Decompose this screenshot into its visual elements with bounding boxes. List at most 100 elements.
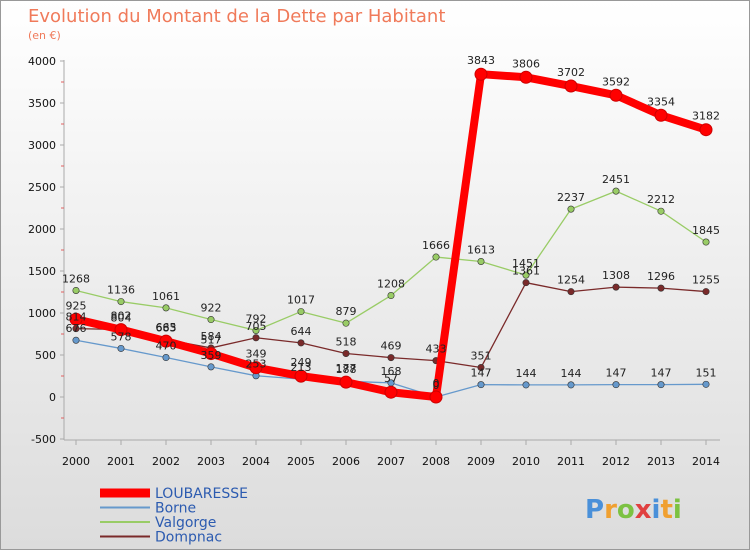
x-tick-label: 2010: [512, 455, 540, 468]
data-point: [564, 79, 578, 93]
data-label: 249: [291, 356, 312, 369]
data-point: [387, 292, 395, 300]
data-point: [252, 334, 260, 342]
legend-label: Valgorge: [155, 515, 216, 531]
data-label: 792: [246, 312, 267, 325]
chart-subtitle: (en €): [28, 29, 61, 42]
data-point: [522, 271, 530, 279]
data-point: [432, 253, 440, 261]
data-label: 1361: [512, 265, 540, 278]
data-point: [204, 347, 218, 361]
data-point: [384, 385, 398, 399]
data-point: [69, 312, 83, 326]
data-point: [162, 304, 170, 312]
data-point: [72, 286, 80, 294]
data-point: [609, 88, 623, 102]
data-label: 578: [111, 330, 132, 343]
data-label: 0: [433, 379, 440, 392]
data-point: [474, 67, 488, 81]
data-point: [657, 381, 665, 389]
data-label: 147: [606, 367, 627, 380]
data-point: [294, 369, 308, 383]
data-label: 2212: [647, 193, 675, 206]
y-tick-label: 3000: [28, 139, 56, 152]
data-point: [297, 339, 305, 347]
data-label: 470: [156, 340, 177, 353]
data-point: [702, 288, 710, 296]
x-tick-label: 2008: [422, 455, 450, 468]
x-tick-label: 2003: [197, 455, 225, 468]
legend-label: Borne: [155, 501, 196, 517]
data-point: [657, 284, 665, 292]
data-label: 1136: [107, 284, 135, 297]
data-point: [249, 361, 263, 375]
x-tick-label: 2000: [62, 455, 90, 468]
data-point: [162, 354, 170, 362]
y-tick-label: 2500: [28, 181, 56, 194]
data-label: 147: [651, 367, 672, 380]
data-label: 1017: [287, 294, 315, 307]
logo: Proxiti: [585, 495, 682, 525]
data-label: 177: [336, 362, 357, 375]
data-label: 359: [201, 349, 222, 362]
data-label: 1296: [647, 270, 675, 283]
data-point: [612, 283, 620, 291]
data-label: 3843: [467, 54, 495, 67]
data-label: 213: [291, 361, 312, 374]
y-tick-label: 500: [35, 349, 56, 362]
data-labels: 814 804 683 584 705 644 518 469 433 351 1361 1254 13…: [62, 54, 720, 392]
x-tick-label: 2002: [152, 455, 180, 468]
data-label: 1308: [602, 269, 630, 282]
x-tick-label: 2009: [467, 455, 495, 468]
data-label: 144: [516, 367, 537, 380]
data-point: [477, 258, 485, 266]
data-label: 1451: [512, 257, 540, 270]
data-point: [567, 381, 575, 389]
data-label: 168: [381, 365, 402, 378]
x-tick-label: 2011: [557, 455, 585, 468]
y-tick-label: 1000: [28, 307, 56, 320]
data-point: [477, 364, 485, 372]
data-label: 922: [201, 302, 222, 315]
data-point: [207, 363, 215, 371]
legend-label: Dompnac: [155, 530, 222, 546]
data-label: 644: [291, 325, 312, 338]
x-tick-label: 2013: [647, 455, 675, 468]
data-point: [342, 349, 350, 357]
data-point: [702, 380, 710, 388]
data-label: 517: [201, 334, 222, 347]
data-point: [702, 238, 710, 246]
data-point: [477, 381, 485, 389]
data-label: 676: [66, 322, 87, 335]
x-tick-label: 2005: [287, 455, 315, 468]
data-label: 1254: [557, 274, 585, 287]
x-tick-label: 2004: [242, 455, 270, 468]
data-label: 3806: [512, 57, 540, 70]
data-point: [252, 326, 260, 334]
data-label: 1613: [467, 244, 495, 257]
chart-title: Evolution du Montant de la Dette par Hab…: [28, 6, 445, 27]
data-label: 1666: [422, 239, 450, 252]
data-label: 3702: [557, 66, 585, 79]
data-point: [117, 344, 125, 352]
data-label: 433: [426, 343, 447, 356]
svg-text:Proxiti: Proxiti: [585, 495, 682, 525]
data-label: 879: [336, 305, 357, 318]
data-label: 814: [66, 311, 87, 324]
data-label: 3592: [602, 75, 630, 88]
data-point: [117, 298, 125, 306]
data-point: [522, 279, 530, 287]
y-ticks: -500 0 500 1000 1500 2000 2500 3000 3500 4000: [28, 55, 64, 446]
data-point: [699, 123, 713, 137]
data-label: 351: [471, 350, 492, 363]
series-group: [69, 67, 713, 404]
x-tick-label: 2007: [377, 455, 405, 468]
data-label: 683: [156, 322, 177, 335]
data-label: 151: [696, 366, 717, 379]
data-point: [654, 108, 668, 122]
data-label: 584: [201, 330, 222, 343]
y-tick-label: 4000: [28, 55, 56, 68]
